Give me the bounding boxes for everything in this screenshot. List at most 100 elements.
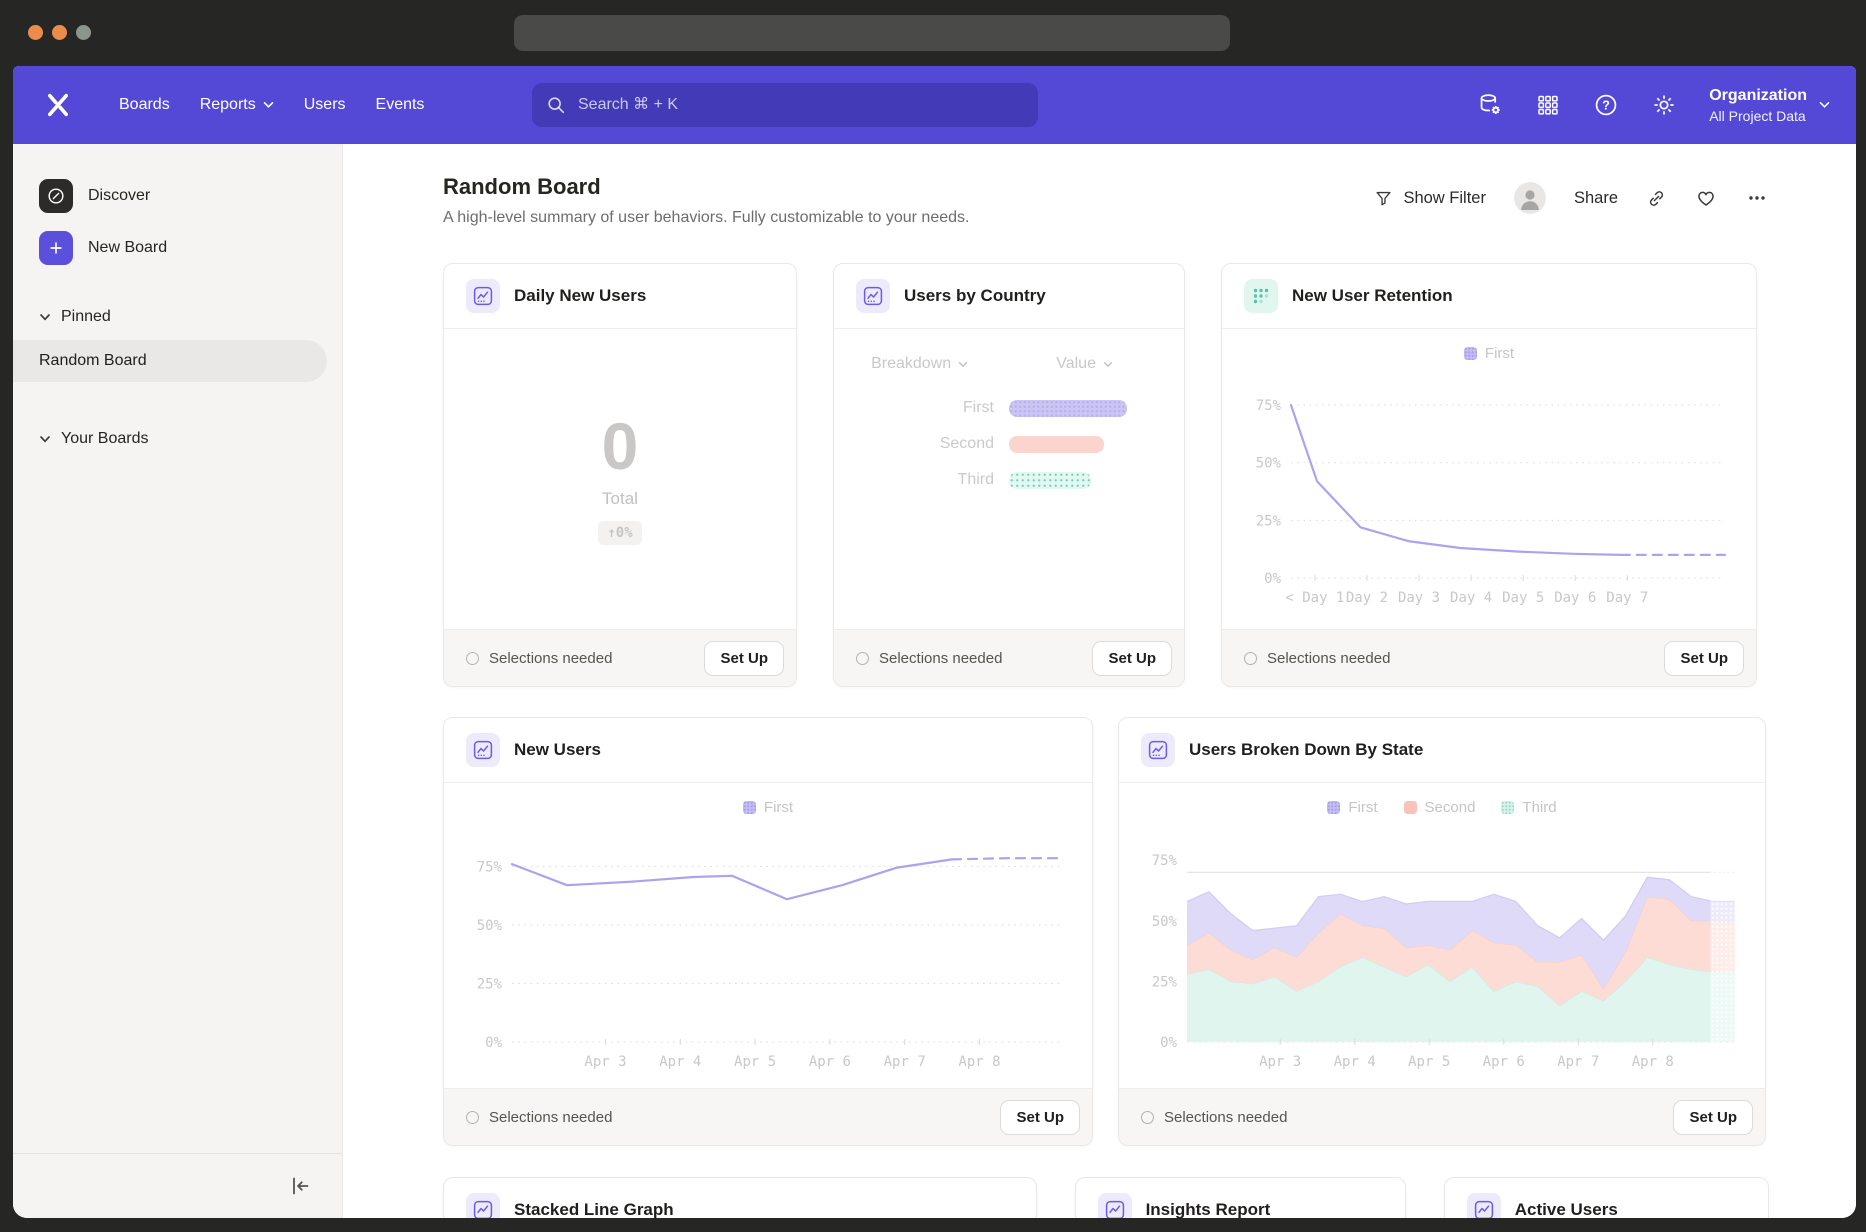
card-daily-new-users[interactable]: Daily New Users 0 Total ↑0% Selections n… — [443, 263, 797, 687]
window-close-button[interactable] — [28, 25, 43, 40]
card-new-user-retention[interactable]: New User Retention First 0%25%50%75%< Da… — [1221, 263, 1757, 687]
chevron-down-icon — [1819, 101, 1830, 109]
sidebar-item-label: New Board — [88, 239, 167, 257]
svg-text:?: ? — [1602, 99, 1610, 113]
card-header: Active Users — [1445, 1178, 1768, 1218]
card-stacked-line-graph[interactable]: Stacked Line Graph — [443, 1177, 1037, 1218]
nav-item-label: Events — [376, 96, 425, 114]
card-users-by-state[interactable]: Users Broken Down By State First Second … — [1118, 717, 1766, 1146]
card-title: Insights Report — [1146, 1200, 1271, 1218]
sidebar-item-random-board[interactable]: Random Board — [13, 340, 327, 382]
share-button[interactable]: Share — [1574, 189, 1618, 208]
nav-item-reports[interactable]: Reports — [200, 96, 274, 114]
card-title: Users Broken Down By State — [1189, 740, 1423, 760]
status-text: Selections needed — [466, 650, 704, 667]
nav-item-users[interactable]: Users — [304, 96, 346, 114]
more-options-button[interactable] — [1745, 186, 1769, 210]
svg-text:0%: 0% — [485, 1035, 502, 1051]
window-minimize-button[interactable] — [52, 25, 67, 40]
legend-swatch-first — [1464, 347, 1477, 360]
row-label: First — [844, 399, 994, 417]
heart-icon — [1695, 187, 1717, 209]
data-connections-icon[interactable] — [1477, 92, 1503, 118]
retention-dots-icon — [1244, 279, 1278, 313]
settings-gear-icon[interactable] — [1651, 92, 1677, 118]
legend-swatch-third — [1501, 801, 1514, 814]
share-label: Share — [1574, 189, 1618, 208]
ellipsis-icon — [1745, 186, 1769, 210]
svg-text:Day 6: Day 6 — [1554, 590, 1596, 606]
set-up-button[interactable]: Set Up — [1000, 1100, 1080, 1135]
table-row: Third — [844, 471, 1162, 489]
mixpanel-logo-icon[interactable] — [43, 90, 73, 120]
bar-second — [1009, 436, 1104, 453]
cards-row-3: Stacked Line Graph Insights Report — [443, 1177, 1769, 1218]
chart-legend: First Second Third — [1327, 799, 1556, 816]
chevron-down-icon — [263, 101, 274, 109]
sidebar-item-label: Discover — [88, 187, 150, 205]
line-chart-icon — [1467, 1193, 1501, 1218]
metric-label: Total — [602, 489, 638, 509]
set-up-button[interactable]: Set Up — [1092, 641, 1172, 676]
card-header: Stacked Line Graph — [444, 1178, 1036, 1218]
set-up-button[interactable]: Set Up — [1673, 1100, 1753, 1135]
search-input[interactable] — [576, 95, 1024, 115]
org-switcher[interactable]: Organization All Project Data — [1709, 87, 1830, 124]
card-header: Daily New Users — [444, 264, 796, 329]
collapse-sidebar-icon[interactable] — [288, 1174, 312, 1198]
sidebar-section-pinned[interactable]: Pinned — [13, 300, 342, 334]
window-maximize-button[interactable] — [76, 25, 91, 40]
svg-text:Apr 8: Apr 8 — [1632, 1054, 1674, 1070]
card-new-users[interactable]: New Users First 0%25%50%75%Apr 3Apr 4Apr… — [443, 717, 1093, 1146]
svg-text:50%: 50% — [477, 918, 503, 934]
sidebar-item-discover[interactable]: Discover — [13, 170, 342, 222]
search-icon — [546, 95, 566, 115]
nav-item-events[interactable]: Events — [376, 96, 425, 114]
card-title: New User Retention — [1292, 286, 1453, 306]
chevron-down-icon — [39, 435, 51, 444]
svg-text:50%: 50% — [1256, 456, 1282, 472]
nav-item-label: Boards — [119, 96, 170, 114]
status-circle-icon — [466, 1111, 479, 1124]
avatar[interactable] — [1514, 182, 1546, 214]
link-icon — [1646, 188, 1667, 209]
svg-text:Apr 5: Apr 5 — [734, 1054, 776, 1070]
board-actions: Show Filter Share — [1374, 182, 1769, 214]
sidebar-item-new-board[interactable]: New Board — [13, 222, 342, 274]
address-bar[interactable] — [514, 15, 1230, 51]
card-insights-report[interactable]: Insights Report — [1075, 1177, 1406, 1218]
show-filter-button[interactable]: Show Filter — [1374, 189, 1486, 208]
nav-item-boards[interactable]: Boards — [119, 96, 170, 114]
traffic-lights — [28, 25, 91, 40]
svg-text:Apr 8: Apr 8 — [958, 1054, 1000, 1070]
svg-text:Apr 7: Apr 7 — [884, 1054, 926, 1070]
line-chart-icon — [466, 1193, 500, 1218]
help-icon[interactable]: ? — [1593, 92, 1619, 118]
copy-link-button[interactable] — [1646, 188, 1667, 209]
nav-item-label: Users — [304, 96, 346, 114]
card-active-users[interactable]: Active Users — [1444, 1177, 1769, 1218]
board-header: Random Board A high-level summary of use… — [443, 144, 1769, 227]
card-footer: Selections needed Set Up — [444, 629, 796, 686]
card-users-by-country[interactable]: Users by Country Breakdown Value — [833, 263, 1185, 687]
set-up-button[interactable]: Set Up — [704, 641, 784, 676]
line-chart-icon — [1098, 1193, 1132, 1218]
set-up-button[interactable]: Set Up — [1664, 641, 1744, 676]
card-title: Users by Country — [904, 286, 1046, 306]
card-header: Users Broken Down By State — [1119, 718, 1765, 783]
value-column-header[interactable]: Value — [1007, 355, 1162, 373]
card-footer: Selections needed Set Up — [1119, 1088, 1765, 1145]
sidebar-section-your-boards[interactable]: Your Boards — [13, 422, 342, 456]
legend-swatch-second — [1404, 801, 1417, 814]
breakdown-column-header[interactable]: Breakdown — [844, 355, 995, 373]
apps-grid-icon[interactable] — [1535, 92, 1561, 118]
bar-third — [1009, 472, 1091, 489]
svg-text:25%: 25% — [1152, 974, 1178, 990]
search-bar[interactable] — [532, 83, 1038, 127]
nav-right-actions: ? Organization All Project Data — [1477, 66, 1830, 144]
svg-text:75%: 75% — [1256, 398, 1282, 414]
card-body: Breakdown Value First — [834, 329, 1184, 629]
favorite-button[interactable] — [1695, 187, 1717, 209]
card-footer: Selections needed Set Up — [834, 629, 1184, 686]
line-chart-icon — [1141, 733, 1175, 767]
